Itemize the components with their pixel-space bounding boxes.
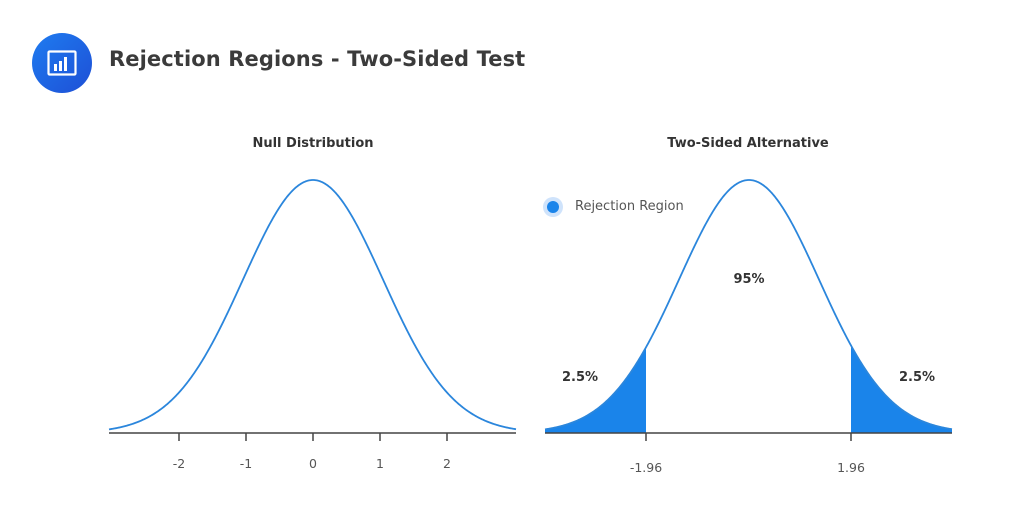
two-sided-alternative-chart: -1.96 1.96 95% 2.5% 2.5% <box>544 179 953 475</box>
null-tick-label: 1 <box>376 456 384 471</box>
rejection-region-legend-label: Rejection Region <box>575 199 684 214</box>
null-tick-label: 2 <box>443 456 451 471</box>
alt-density-curve <box>544 179 953 431</box>
two-sided-alternative-title: Two-Sided Alternative <box>667 136 829 151</box>
legend: Rejection Region <box>543 199 684 214</box>
null-tick-label: 0 <box>309 456 317 471</box>
bar-chart-glyph <box>47 50 77 76</box>
right-rejection-region <box>851 345 952 433</box>
page-title: Rejection Regions - Two-Sided Test <box>109 47 526 71</box>
null-distribution-title: Null Distribution <box>252 136 374 151</box>
rejection-region-legend-dot <box>547 200 559 213</box>
right-tail-area-label: 2.5% <box>899 370 935 385</box>
null-distribution-chart: -2 -1 0 1 2 <box>108 179 517 471</box>
left-crit-label: -1.96 <box>630 460 662 475</box>
right-crit-label: 1.96 <box>837 460 865 475</box>
null-tick-label: -1 <box>240 456 252 471</box>
null-tick-label: -2 <box>173 456 185 471</box>
center-area-label: 95% <box>733 272 764 287</box>
left-rejection-region <box>545 347 646 433</box>
null-axis-ticks: -2 -1 0 1 2 <box>173 433 451 471</box>
bar-chart-icon <box>32 33 92 93</box>
left-tail-area-label: 2.5% <box>562 370 598 385</box>
null-density-curve <box>108 179 517 431</box>
